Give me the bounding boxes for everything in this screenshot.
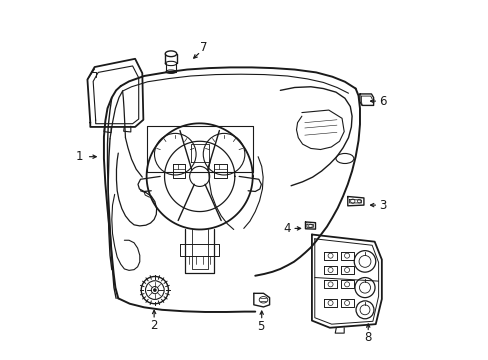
Text: 3: 3: [378, 199, 386, 212]
Text: 8: 8: [364, 330, 371, 343]
Text: 4: 4: [283, 222, 291, 235]
Text: 2: 2: [150, 319, 158, 332]
Circle shape: [153, 289, 156, 292]
Text: 7: 7: [199, 41, 206, 54]
Text: 6: 6: [378, 95, 386, 108]
Text: 1: 1: [76, 150, 83, 163]
Text: 5: 5: [256, 320, 264, 333]
